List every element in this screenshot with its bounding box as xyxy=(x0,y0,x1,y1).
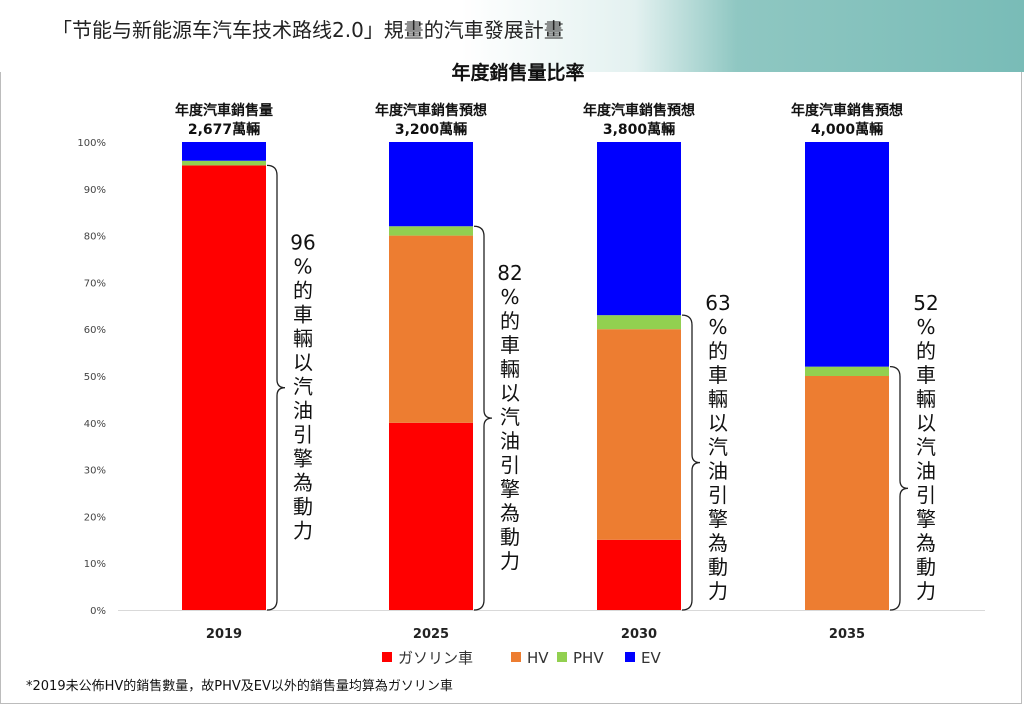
bar-segment-HV-2030 xyxy=(597,329,681,540)
y-tick-label: 60% xyxy=(84,325,106,336)
legend-label: EV xyxy=(641,649,661,667)
annotation-vertical-text: 52 %的車輛以汽油引擎為動力 xyxy=(913,291,938,603)
y-tick-label: 50% xyxy=(84,372,106,383)
x-tick-label: 2025 xyxy=(413,627,449,642)
y-tick-label: 70% xyxy=(84,278,106,289)
legend-swatch-PHV xyxy=(557,652,567,662)
x-tick-label: 2030 xyxy=(621,627,657,642)
annotation-vertical-text: 63 %的車輛以汽油引擎為動力 xyxy=(705,291,730,603)
bar-header-volume: 2,677萬輛 xyxy=(188,121,260,138)
footnote: *2019未公佈HV的銷售數量，故PHV及EV以外的銷售量均算為ガソリン車 xyxy=(26,679,453,694)
title-band xyxy=(0,0,1024,72)
x-tick-label: 2035 xyxy=(829,627,865,642)
annotation-brace xyxy=(889,365,909,611)
legend-swatch-HV xyxy=(511,652,521,662)
y-tick-label: 20% xyxy=(84,512,106,523)
y-tick-label: 40% xyxy=(84,419,106,430)
y-tick-label: 30% xyxy=(84,466,106,477)
annotation-vertical-text: 96 %的車輛以汽油引擎為動力 xyxy=(290,231,315,543)
y-tick-label: 0% xyxy=(90,606,106,617)
bar-segment-HV-2025 xyxy=(389,235,473,423)
annotation-brace xyxy=(473,225,493,611)
bar-segment-PHV-2030 xyxy=(597,315,681,330)
bar-header-title: 年度汽車銷售預想 xyxy=(791,102,903,119)
y-tick-label: 10% xyxy=(84,559,106,570)
legend-label: PHV xyxy=(573,649,604,667)
x-tick-label: 2019 xyxy=(206,627,242,642)
y-tick-label: 90% xyxy=(84,185,106,196)
legend-label: ガソリン車 xyxy=(398,649,473,667)
bar-header-title: 年度汽車銷售量 xyxy=(175,102,273,119)
annotation-vertical-text: 82 %的車輛以汽油引擎為動力 xyxy=(497,261,522,573)
y-tick-label: 80% xyxy=(84,232,106,243)
bar-segment-EV-2025 xyxy=(389,142,473,227)
bar-segment-ガソリン車-2025 xyxy=(389,422,473,610)
bar-header-title: 年度汽車銷售預想 xyxy=(375,102,487,119)
y-tick-label: 100% xyxy=(77,138,106,149)
bar-segment-ガソリン車-2019 xyxy=(182,165,266,610)
legend-swatch-EV xyxy=(625,652,635,662)
bar-segment-EV-2030 xyxy=(597,142,681,316)
bar-header-volume: 4,000萬輛 xyxy=(811,121,883,138)
bar-segment-PHV-2025 xyxy=(389,226,473,236)
bar-segment-HV-2035 xyxy=(805,376,889,610)
bar-segment-PHV-2019 xyxy=(182,160,266,166)
chart-title: 年度銷售量比率 xyxy=(451,62,585,84)
annotation-brace xyxy=(681,314,701,611)
main-title: 「节能与新能源车汽车技术路线2.0」規畫的汽車發展計畫 xyxy=(52,18,564,42)
annotation-brace xyxy=(266,164,286,611)
bar-header-volume: 3,800萬輛 xyxy=(603,121,675,138)
bar-segment-EV-2019 xyxy=(182,142,266,161)
bar-segment-PHV-2035 xyxy=(805,366,889,376)
legend-swatch-ガソリン車 xyxy=(382,652,392,662)
bar-segment-ガソリン車-2030 xyxy=(597,539,681,610)
bar-segment-EV-2035 xyxy=(805,142,889,367)
bar-header-title: 年度汽車銷售預想 xyxy=(583,102,695,119)
bar-header-volume: 3,200萬輛 xyxy=(395,121,467,138)
legend-label: HV xyxy=(527,649,549,667)
